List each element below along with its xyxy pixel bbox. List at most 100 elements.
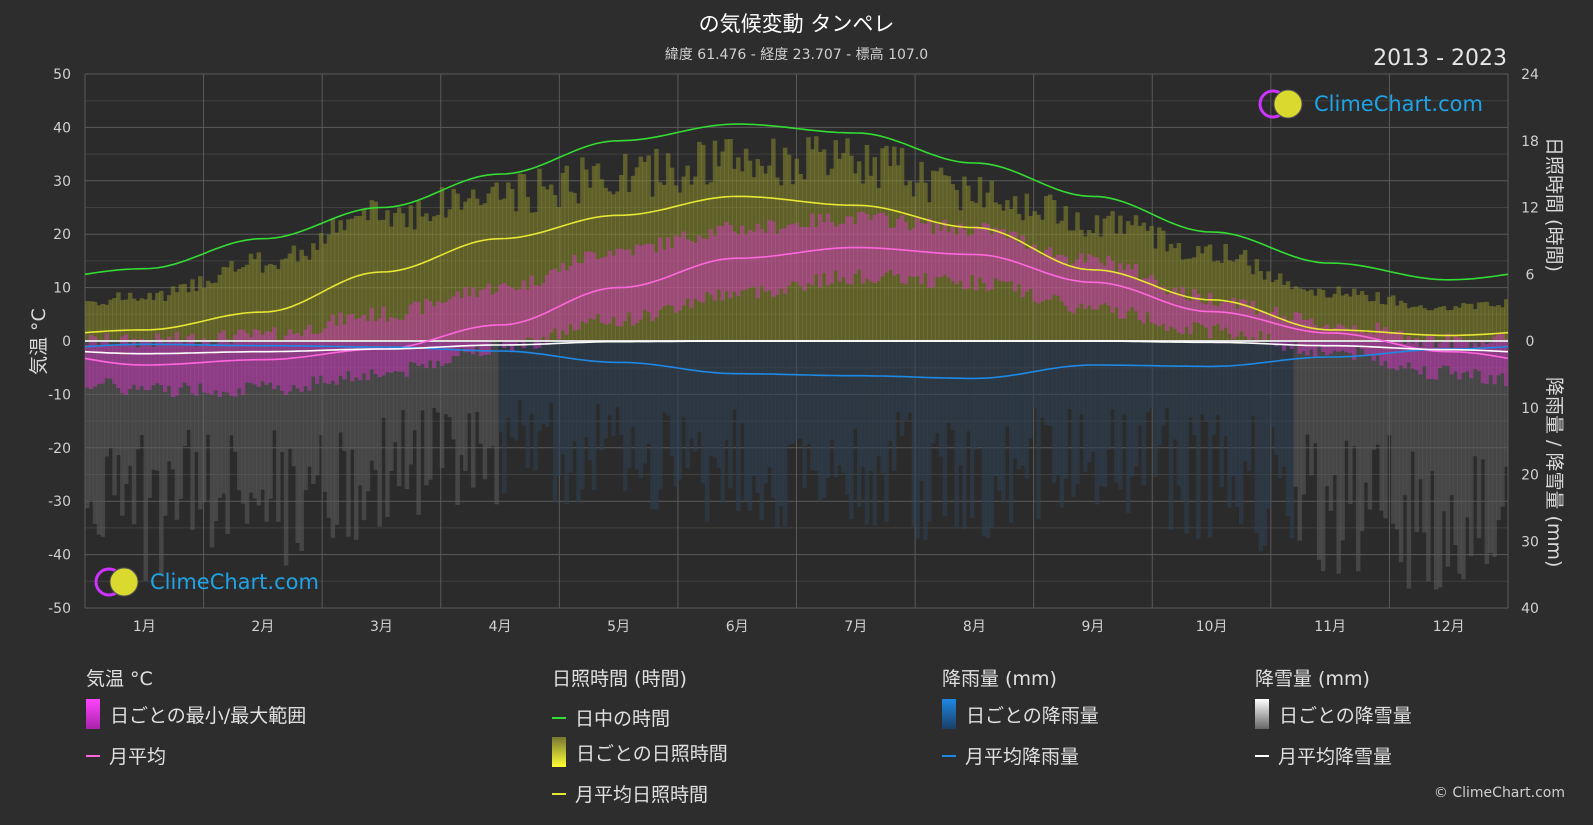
precip-bar [864,341,870,525]
sunshine-bar [1161,230,1166,341]
sunshine-bar [739,171,745,341]
swatch-temp-range [86,699,100,729]
temp-range-bar [1168,293,1174,327]
sunshine-bar [303,255,308,341]
right-axis-title-sun: 日照時間 (時間) [1543,137,1565,272]
temp-range-bar [424,298,429,368]
temp-range-bar [1465,340,1470,372]
temp-range-bar [170,342,176,397]
precip-bar [1359,341,1365,532]
precip-bar [1001,341,1006,503]
precip-bar [634,341,640,470]
sunshine-bar [272,265,277,341]
sunshine-bar [603,187,609,341]
temp-range-bar [704,239,710,292]
precip-bar [537,341,542,432]
chart-subtitle: 緯度 61.476 - 経度 23.707 - 標高 107.0 [664,47,929,63]
precip-bar [689,341,694,439]
sunshine-bar [661,184,667,341]
sunshine-mean-line [85,195,1508,337]
precip-bar [1102,341,1108,487]
temp-range-bar [1176,294,1182,333]
precip-bar [782,341,788,527]
precip-bar [669,341,675,457]
precip-bar [408,341,414,465]
precip-bar [1184,341,1189,534]
sunshine-bar [96,305,102,341]
sunshine-bar [1028,216,1033,341]
legend-rain-title: 降雨量 (mm) [942,668,1057,690]
precip-bar [1414,341,1419,533]
sunshine-bar [1441,306,1447,341]
precip-bar [1106,341,1111,450]
temp-range-bar [560,262,566,331]
sunshine-bar [1180,259,1186,341]
sunshine-bar [108,299,113,341]
temp-range-bar [1110,261,1115,313]
precip-bar [611,341,616,437]
temp-range-bar [966,235,971,289]
temp-range-bar [1161,286,1166,324]
precip-bar [825,341,831,478]
precip-bar [1083,341,1088,472]
temp-range-bar [1129,269,1135,308]
sunshine-bar [1044,196,1049,341]
sunshine-bar [759,165,764,341]
sunshine-bar [802,179,807,341]
sunshine-bar [88,301,94,341]
sunshine-bar [307,259,312,341]
sunshine-bar [1355,294,1361,341]
temp-range-bar [747,229,753,288]
precip-bar [587,341,593,461]
sunshine-bar [806,137,811,341]
temp-range-bar [1320,326,1326,352]
precip-bar [198,341,203,510]
temp-range-bar [1020,234,1026,298]
sunshine-bar [650,196,655,341]
precip-bar [85,341,90,509]
precip-bar [276,341,281,522]
precip-bar [759,341,764,521]
sunshine-bar [529,212,534,341]
sunshine-bar [697,141,702,341]
precip-bar [595,341,601,405]
precip-bar [903,341,909,421]
sunshine-bar [1492,306,1497,341]
precip-bar [1180,341,1186,501]
sunshine-bar [1402,303,1408,341]
sunshine-bar [923,182,928,341]
temp-range-bar [1133,264,1139,312]
precip-bar [1293,341,1299,487]
sunshine-bar [392,213,398,341]
temp-range-bar [478,290,484,357]
sunshine-bar [931,170,936,341]
temp-range-bar [151,346,156,386]
sunshine-bar [116,292,121,341]
temp-range-bar [127,345,133,389]
sunshine-bar [1153,248,1158,341]
precip-bar [108,341,113,448]
sunshine-bar [1223,243,1228,341]
precip-bar [1445,341,1451,567]
sunshine-bar [658,182,663,341]
precip-bar [728,341,733,489]
precip-bar [1114,341,1119,483]
swatch-snow-mean [1255,754,1269,757]
logo-text: ClimeChart.com [150,570,319,594]
sunshine-bar [221,266,226,341]
sunshine-bar [716,166,722,341]
temp-range-bar [420,314,425,365]
month-label: 6月 [726,619,749,635]
sunshine-bar [338,220,343,341]
precip-bar [1289,341,1295,539]
precip-bar [533,341,538,471]
temp-range-bar [1083,262,1088,309]
precip-bar [794,341,800,440]
precip-bar [1008,341,1014,523]
temp-range-bar [529,275,534,339]
precip-bar [1277,341,1283,479]
temp-range-bar [993,227,998,279]
precip-bar [736,341,741,512]
precip-bar [190,341,195,530]
sunshine-bar [201,287,207,341]
